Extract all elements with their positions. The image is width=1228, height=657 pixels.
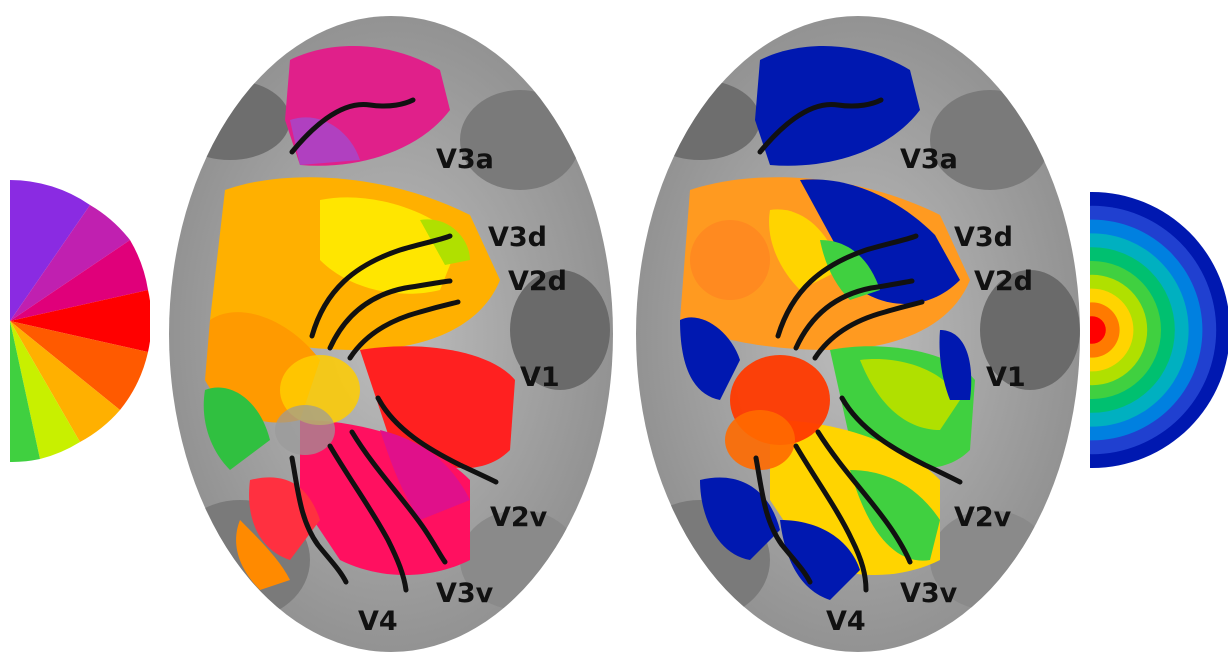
left-border-v1d <box>347 299 461 361</box>
right-label-v4: V4 <box>826 606 866 637</box>
left-border-v2d <box>327 278 453 351</box>
right-label-v2v: V2v <box>954 502 1012 533</box>
right-border-v2v <box>815 429 913 565</box>
left-label-v2d: V2d <box>508 266 567 297</box>
left-border-v3d <box>309 233 453 339</box>
left-border-v3v <box>327 443 409 593</box>
eccentricity-legend <box>1090 192 1228 468</box>
right-label-v3v: V3v <box>900 578 958 609</box>
left-border-v2v <box>349 429 448 565</box>
left-label-v3d: V3d <box>488 222 547 253</box>
right-border-v3d <box>775 233 919 339</box>
right-border-v1d <box>812 299 925 361</box>
left-label-v3v: V3v <box>436 578 494 609</box>
left-label-v2v: V2v <box>490 502 548 533</box>
left-label-v1: V1 <box>520 362 560 393</box>
right-label-v3d: V3d <box>954 222 1013 253</box>
right-label-v3a: V3a <box>900 144 958 175</box>
polar-angle-legend <box>10 180 150 462</box>
right-border-v3v <box>793 443 869 593</box>
right-label-v1: V1 <box>986 362 1026 393</box>
right-border-v1v <box>839 395 963 485</box>
left-flatmap: V3a V3d V2d V1 V2v V3v V4 <box>169 16 613 652</box>
right-label-v2d: V2d <box>974 266 1033 297</box>
right-border-v3a <box>757 97 884 155</box>
right-flatmap: V3a V3d V2d V1 V2v V3v V4 <box>636 16 1080 652</box>
left-label-v3a: V3a <box>436 144 494 175</box>
right-border-v4 <box>753 455 813 585</box>
left-border-v4 <box>289 455 349 585</box>
left-label-v4: V4 <box>358 606 398 637</box>
left-border-v3a <box>289 97 416 155</box>
left-border-v1v <box>375 395 499 485</box>
eccentricity-ring <box>1090 316 1106 344</box>
right-border-v2d <box>793 278 915 351</box>
